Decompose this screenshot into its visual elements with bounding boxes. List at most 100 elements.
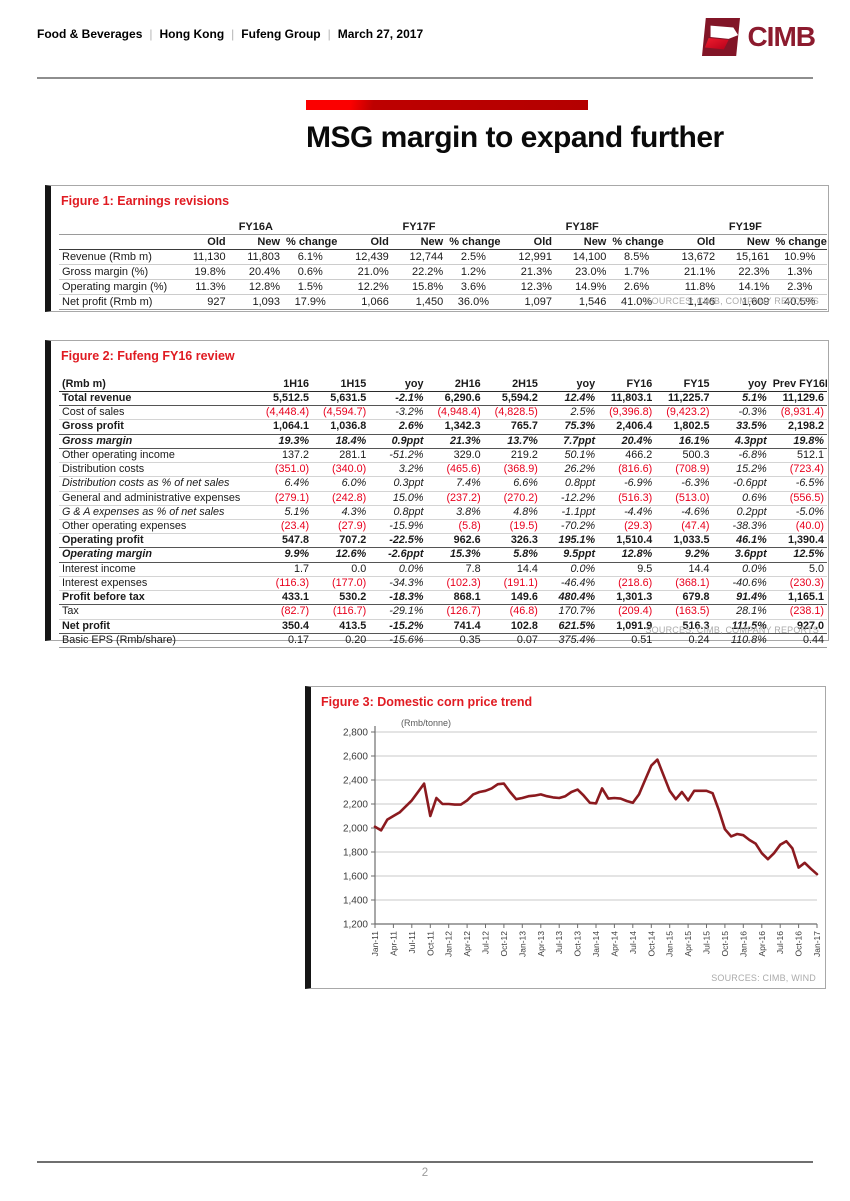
table-cell: 22.3%: [718, 264, 773, 280]
breadcrumb-sector: Food & Beverages: [37, 27, 143, 41]
x-tick-label: Jul-12: [481, 931, 491, 954]
title-block: MSG margin to expand further: [306, 100, 776, 155]
table-cell: 530.2: [312, 590, 370, 606]
row-label: Distribution costs as % of net sales: [59, 476, 255, 492]
table-cell: -38.3%: [712, 519, 770, 535]
column-header: % change: [446, 234, 501, 250]
table-cell: 11,803: [228, 249, 284, 265]
corn-price-chart-svg: 1,200 1,400 1,600 1,800 2,000 2,200 2,400 2,600…: [343, 718, 822, 957]
table-cell: (19.5): [483, 519, 541, 535]
table-row: Other operating income 137.2 281.1 -51.2% 32…: [59, 448, 827, 464]
table-cell: 13,672: [663, 249, 719, 265]
table-cell: 927.0: [769, 618, 827, 634]
table-cell: (9,423.2): [655, 405, 713, 421]
table-cell: 9.5: [598, 562, 656, 577]
table-cell: 6.4%: [254, 476, 313, 492]
table-cell: (4,828.5): [483, 405, 541, 421]
column-header: Old: [174, 234, 229, 250]
row-label: Gross margin (%): [59, 264, 175, 280]
table-cell: 1.3%: [772, 264, 827, 280]
table-cell: (40.0): [769, 519, 827, 535]
figure1-source: SOURCES: CIMB, COMPANY REPORTS: [645, 296, 819, 306]
table-cell: 2.5%: [446, 249, 501, 265]
table-cell: 621.5%: [540, 618, 599, 634]
table-row: Operating margin (%) 11.3% 12.8% 1.5% 12.2% 1…: [59, 279, 827, 295]
table-cell: (191.1): [483, 576, 541, 592]
y-tick-label: 2,800: [343, 728, 368, 739]
column-header: FY15: [655, 377, 713, 392]
table-row: Distribution costs (351.0) (340.0) 3.2% (465…: [59, 462, 827, 478]
row-label: Other operating expenses: [59, 519, 255, 535]
table-cell: (27.9): [312, 519, 370, 535]
table-cell: 15,161: [718, 249, 773, 265]
table-cell: 0.0%: [540, 562, 599, 577]
table-cell: -12.2%: [540, 491, 599, 506]
table-cell: (47.4): [655, 519, 713, 535]
table-cell: 1,609: [718, 294, 773, 310]
column-header: New: [391, 234, 447, 250]
table-cell: 500.3: [655, 448, 713, 464]
x-tick-label: Apr-12: [462, 931, 472, 957]
table-cell: 3.8%: [426, 505, 484, 520]
breadcrumb-separator: |: [149, 27, 153, 41]
row-label: Cost of sales: [59, 405, 255, 421]
table-cell: 4.3%: [312, 505, 370, 520]
table-row: Interest income 1.7 0.0 0.0% 7.8 14.4 0.0% 9.5 1…: [59, 562, 827, 577]
y-tick-label: 1,400: [343, 896, 368, 907]
table-cell: 765.7: [483, 419, 541, 435]
table-cell: 11,130: [174, 249, 229, 265]
table-cell: 6,290.6: [426, 390, 484, 407]
figure3-corn-price-trend: Figure 3: Domestic corn price trend 1,20…: [305, 686, 826, 989]
figure1-earnings-revisions: Figure 1: Earnings revisions FY16A FY17F F…: [45, 185, 829, 312]
table-cell: 36.0%: [446, 294, 501, 310]
table-cell: 1,802.5: [655, 419, 713, 435]
table-cell: (102.3): [426, 576, 484, 592]
table-cell: -70.2%: [540, 519, 599, 535]
table-row: G & A expenses as % of net sales 5.1% 4.3%…: [59, 505, 827, 520]
table-row: Gross margin 19.3% 18.4% 0.9ppt 21.3% 13.7% 7.…: [59, 433, 827, 449]
table-cell: (5.8): [426, 519, 484, 535]
table-cell: 11.3%: [174, 279, 229, 295]
table-cell: 219.2: [483, 448, 541, 464]
row-label: Profit before tax: [59, 590, 255, 606]
column-header: New: [228, 234, 284, 250]
table-cell: 350.4: [254, 618, 313, 634]
table-cell: (816.6): [598, 462, 656, 478]
table-cell: 26.2%: [540, 462, 599, 478]
table-cell: (29.3): [598, 519, 656, 535]
table-row: Net profit 350.4 413.5 -15.2% 741.4 102.8 621.…: [59, 618, 827, 634]
table-cell: 5,594.2: [483, 390, 541, 407]
table-cell: 15.3%: [426, 547, 484, 563]
column-header: New: [718, 234, 773, 250]
table-row: Old New% change Old New% change Old New% chan…: [59, 234, 827, 250]
table-cell: 14.9%: [554, 279, 610, 295]
column-header: 2H16: [426, 377, 484, 392]
x-tick-label: Oct-12: [499, 931, 509, 957]
column-header: 2H15: [483, 377, 541, 392]
table-cell: (82.7): [254, 604, 313, 620]
table-cell: 21.0%: [337, 264, 392, 280]
table-cell: 1.2%: [446, 264, 501, 280]
table-cell: 11,129.6: [769, 390, 827, 407]
table-cell: -46.4%: [540, 576, 599, 592]
table-cell: 4.8%: [483, 505, 541, 520]
table-cell: -51.2%: [369, 448, 427, 464]
table-cell: -6.8%: [712, 448, 770, 464]
table-cell: 12,991: [500, 249, 555, 265]
column-header: % change: [609, 234, 664, 250]
table-cell: 23.0%: [554, 264, 610, 280]
table-cell: 1,036.8: [312, 419, 370, 435]
table-cell: 41.0%: [609, 294, 664, 310]
column-header: yoy: [712, 377, 770, 392]
table-cell: (238.1): [769, 604, 827, 620]
table-cell: 19.8%: [769, 433, 827, 449]
column-header: yoy: [540, 377, 599, 392]
row-label: Operating margin (%): [59, 279, 175, 295]
table-cell: 12.2%: [337, 279, 392, 295]
table-cell: 1,165.1: [769, 590, 827, 606]
x-tick-label: Jan-12: [444, 931, 454, 957]
table-cell: 12,744: [391, 249, 447, 265]
table-cell: 21.1%: [663, 264, 719, 280]
table-cell: 19.8%: [174, 264, 229, 280]
table-cell: (23.4): [254, 519, 313, 535]
